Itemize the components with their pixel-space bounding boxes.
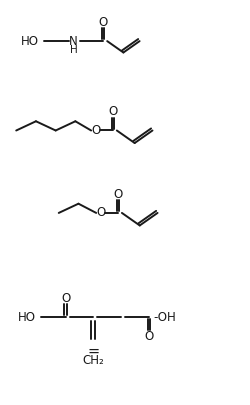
- Text: HO: HO: [21, 34, 39, 48]
- Text: O: O: [96, 207, 106, 220]
- Text: HO: HO: [18, 311, 36, 324]
- Text: N: N: [69, 34, 78, 48]
- Text: O: O: [98, 16, 108, 29]
- Text: O: O: [113, 188, 122, 200]
- Text: -OH: -OH: [154, 311, 176, 324]
- Text: =: =: [87, 343, 100, 358]
- Text: O: O: [144, 330, 153, 343]
- Text: O: O: [108, 105, 118, 118]
- Text: O: O: [61, 292, 70, 305]
- Text: H: H: [70, 45, 78, 55]
- Text: CH₂: CH₂: [82, 354, 104, 367]
- Text: O: O: [92, 124, 101, 137]
